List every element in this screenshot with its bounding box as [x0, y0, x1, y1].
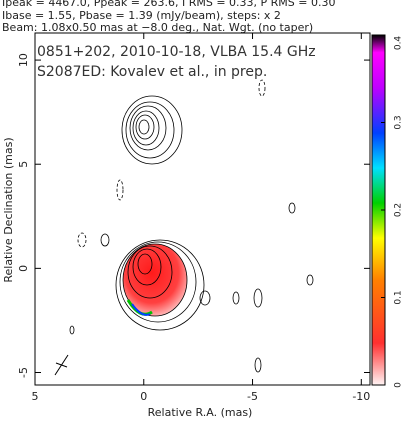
plot-frame — [34, 32, 371, 386]
colorbar-tick-label: 0.2 — [394, 203, 404, 217]
x-tick-label: 0 — [140, 390, 147, 403]
annotation: S2087ED: Kovalev et al., in prep. — [37, 64, 267, 80]
header-line: Ipeak = 4467.0, Ppeak = 263.6, I RMS = 0… — [2, 0, 336, 9]
contours — [54, 79, 314, 376]
y-axis-label: Relative Declination (mas) — [2, 137, 15, 282]
annotation: 0851+202, 2010-10-18, VLBA 15.4 GHz — [37, 44, 316, 60]
y-tick-label: -5 — [17, 367, 30, 378]
colorbar-tick-label: 0.1 — [394, 290, 404, 304]
header-line: Beam: 1.08x0.50 mas at −8.0 deg., Nat. W… — [2, 21, 313, 34]
y-tick-label: 5 — [17, 161, 30, 168]
x-axis-label: Relative R.A. (mas) — [148, 406, 253, 419]
colorbar-tick-label: 0.4 — [394, 36, 404, 51]
y-tick-label: 10 — [17, 53, 30, 67]
x-tick-label: 5 — [32, 390, 39, 403]
colorbar-tick-label: 0 — [394, 382, 404, 388]
y-tick-label: 0 — [17, 265, 30, 272]
x-tick-label: -10 — [352, 390, 370, 403]
header-line: Ibase = 1.55, Pbase = 1.39 (mJy/beam), s… — [2, 9, 281, 22]
colorbar-tick-label: 0.3 — [394, 115, 404, 129]
x-tick-label: -5 — [247, 390, 258, 403]
